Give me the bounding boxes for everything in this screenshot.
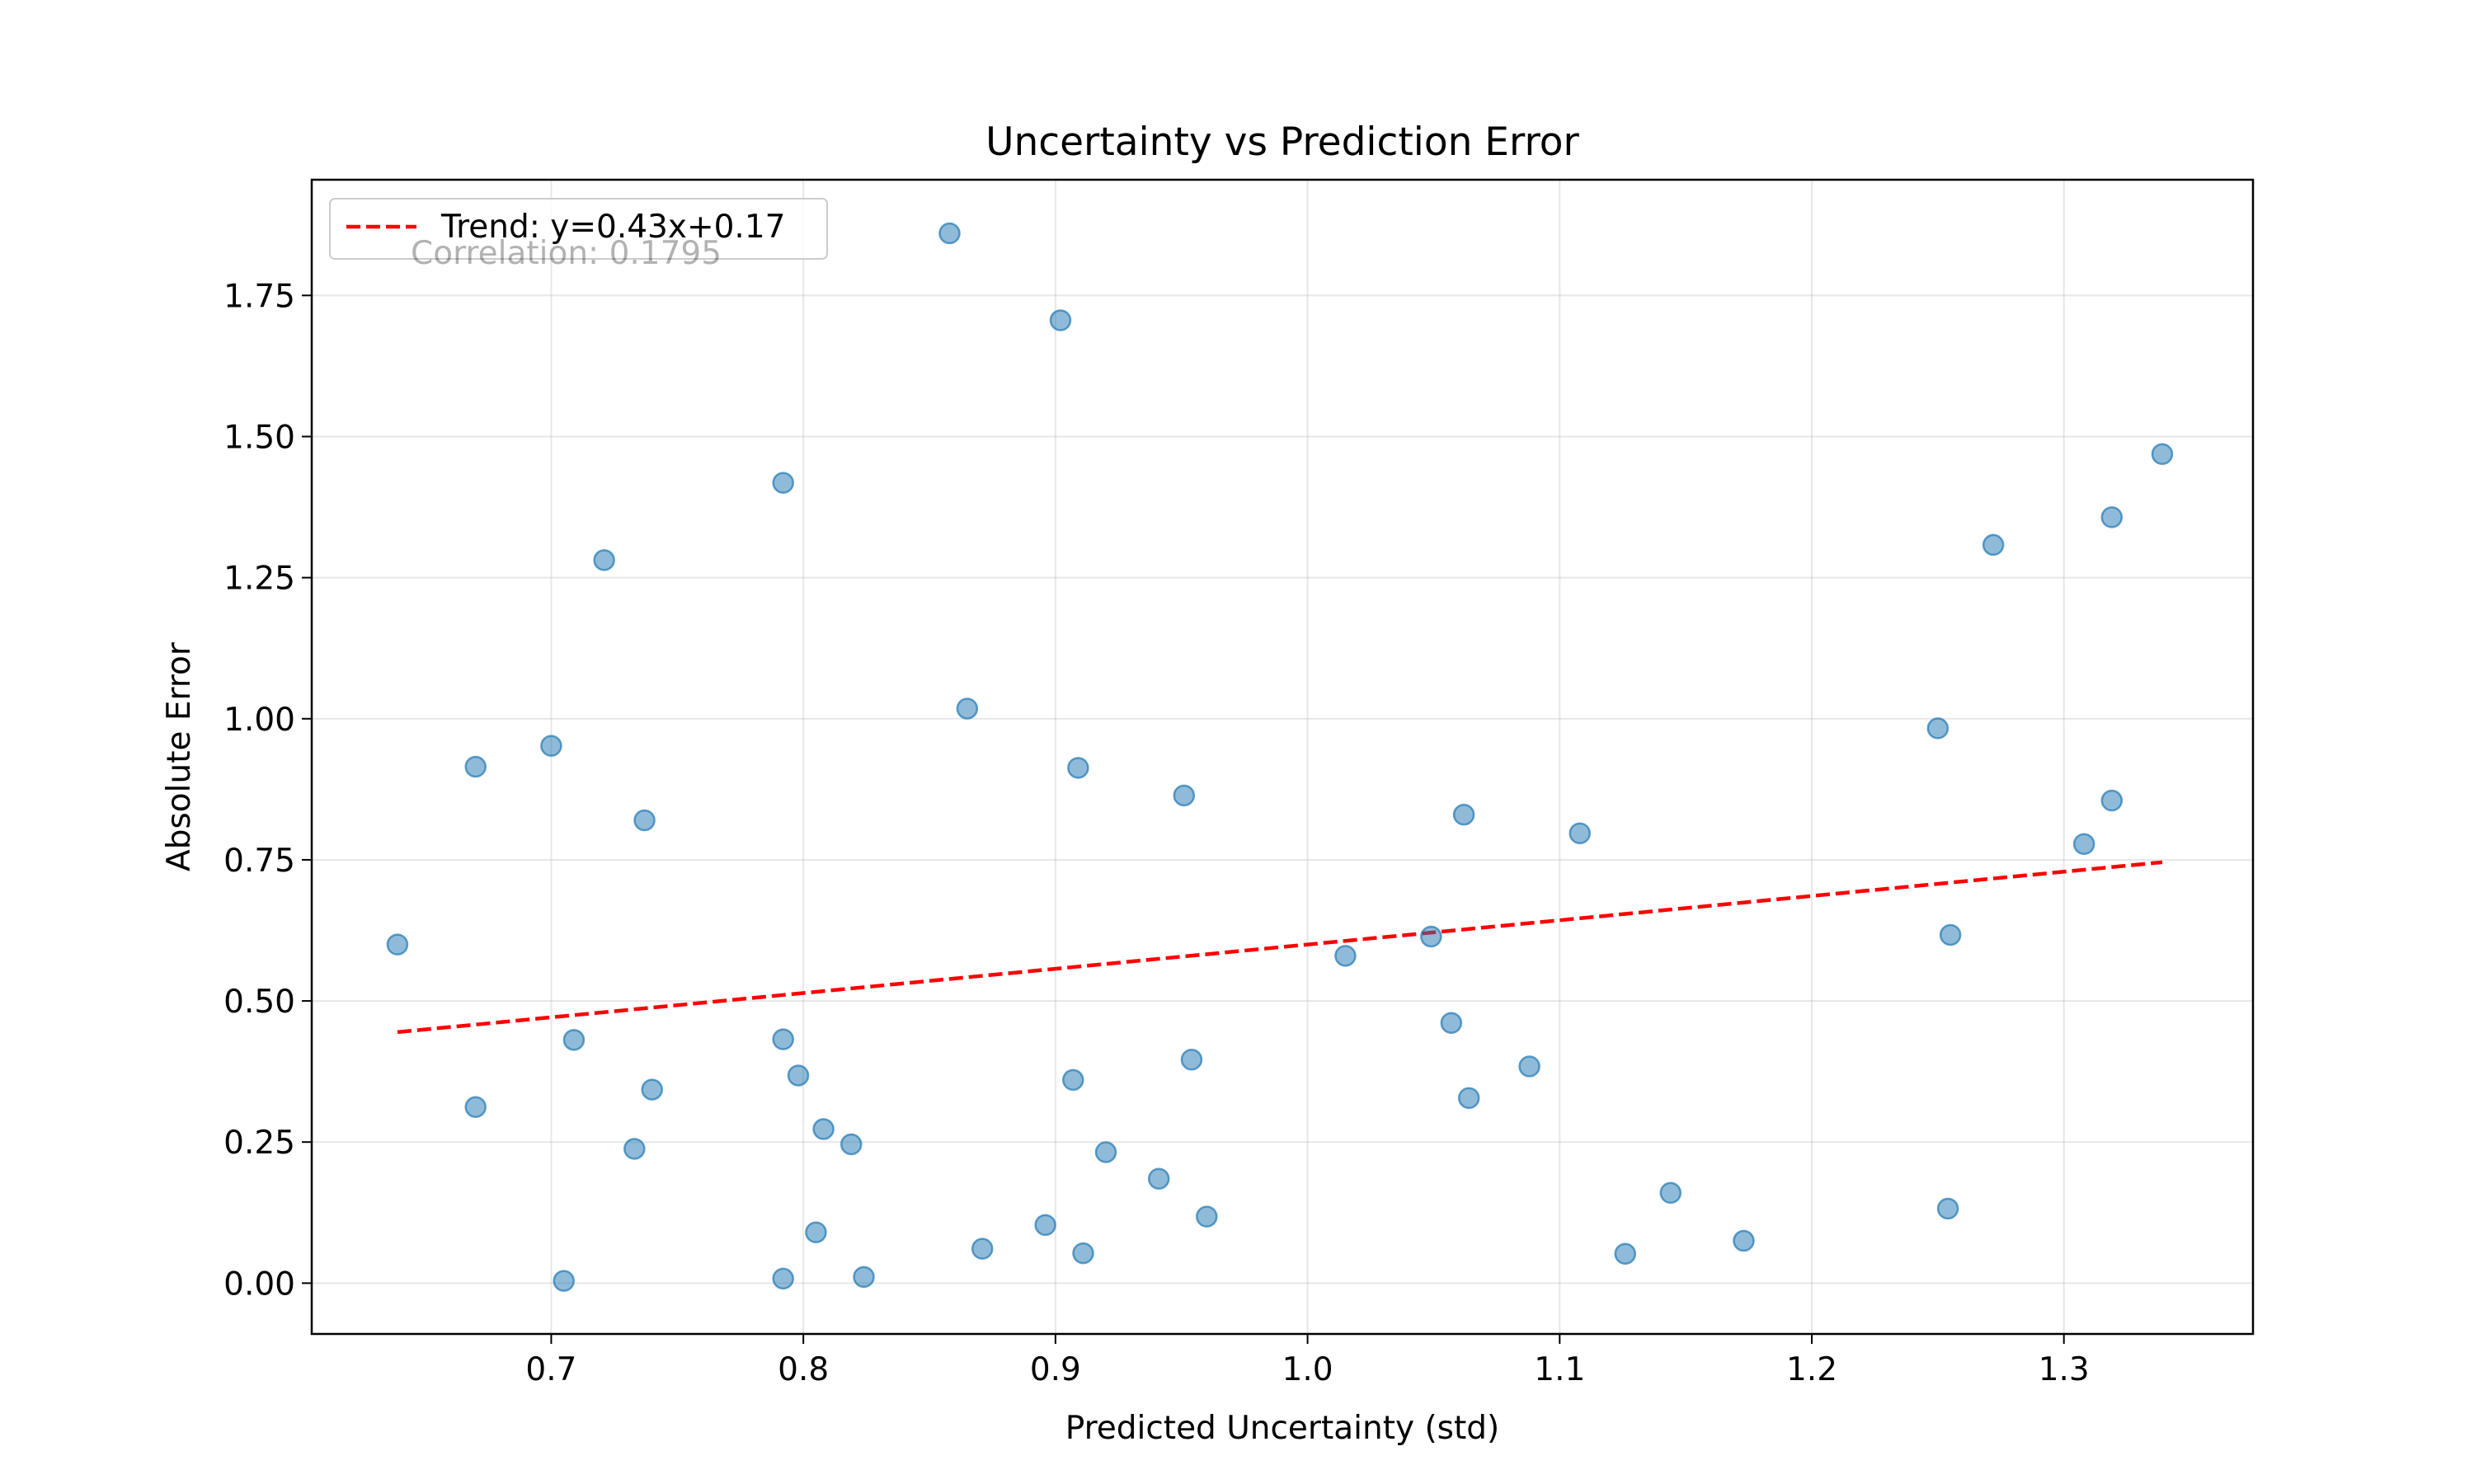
legend-box [329, 198, 828, 260]
scatter-point [623, 1138, 646, 1160]
y-tick-label: 1.25 [223, 561, 295, 598]
x-tick-label: 1.1 [1534, 1351, 1585, 1388]
y-tick-label: 1.75 [223, 278, 295, 315]
scatter-point [938, 222, 961, 245]
scatter-point [633, 809, 656, 832]
x-tick-label: 1.3 [2039, 1351, 2090, 1388]
scatter-point [1569, 822, 1591, 845]
x-tick-label: 1.0 [1282, 1351, 1333, 1388]
x-tick-label: 0.7 [525, 1351, 576, 1388]
scatter-point [840, 1133, 863, 1156]
scatter-point [1049, 309, 1072, 331]
scatter-point [1518, 1055, 1540, 1078]
scatter-point [562, 1029, 586, 1051]
scatter-point [1936, 1197, 1959, 1220]
legend-trend-label: Trend: y=0.43x+0.17 [440, 209, 785, 246]
scatter-point [805, 1221, 827, 1244]
scatter-point [1733, 1229, 1755, 1252]
scatter-point [1452, 803, 1475, 826]
x-tick-label: 0.9 [1030, 1351, 1081, 1388]
trend-line [397, 860, 2163, 1035]
scatter-point [772, 1028, 794, 1050]
scatter-point [2100, 506, 2124, 528]
scatter-point [1094, 1141, 1117, 1163]
y-axis-ticks: 0.00 0.25 0.50 0.75 1.00 1.25 1.50 1.75 [223, 278, 312, 1303]
y-tick-label: 0.25 [223, 1125, 295, 1162]
scatter-point [956, 697, 979, 720]
legend: Trend: y=0.43x+0.17 [329, 198, 828, 260]
scatter-point [1659, 1181, 1682, 1205]
scatter-point [1147, 1167, 1170, 1190]
scatter-point [2072, 833, 2095, 856]
scatter-point [1614, 1242, 1637, 1266]
chart-title: Uncertainty vs Prediction Error [985, 120, 1579, 165]
x-axis-label: Predicted Uncertainty (std) [1065, 1410, 1500, 1447]
scatter-point [1034, 1214, 1056, 1237]
y-tick-label: 0.75 [223, 843, 295, 880]
scatter-point [1457, 1087, 1480, 1110]
scatter-point [1180, 1049, 1203, 1071]
scatter-point [812, 1118, 835, 1140]
y-tick-label: 1.00 [223, 702, 295, 739]
y-tick-label: 1.50 [223, 419, 295, 456]
scatter-point [1072, 1242, 1094, 1265]
correlation-annotation: Correlation: 0.1795 [411, 235, 722, 272]
x-axis-ticks: 0.7 0.8 0.9 1.0 1.1 1.2 1.3 [525, 1334, 2090, 1388]
scatter-point [593, 549, 615, 571]
trend-layer [397, 860, 2163, 1035]
y-tick-label: 0.50 [223, 984, 295, 1021]
scatter-point [772, 472, 794, 494]
y-axis-label: Absolute Error [161, 641, 198, 871]
plot-frame [310, 178, 2255, 1336]
scatter-point [2151, 443, 2174, 465]
scatter-points [386, 222, 2174, 1292]
scatter-point [386, 933, 409, 956]
scatter-point [1067, 757, 1089, 779]
scatter-point [1062, 1068, 1084, 1092]
scatter-point [1196, 1205, 1218, 1228]
scatter-point [1926, 717, 1950, 740]
scatter-point [1173, 784, 1196, 807]
scatter-point [1440, 1012, 1463, 1035]
scatter-point [1939, 923, 1962, 946]
scatter-point [1982, 533, 2005, 556]
scatter-point [772, 1267, 794, 1290]
scatter-point [1334, 945, 1357, 967]
x-tick-label: 1.2 [1786, 1351, 1837, 1388]
scatter-point [540, 735, 562, 757]
y-tick-label: 0.00 [223, 1266, 295, 1303]
scatter-point [971, 1237, 994, 1260]
scatter-point [464, 1096, 487, 1119]
scatter-point [853, 1266, 875, 1289]
scatter-point [787, 1064, 810, 1087]
scatter-point [1420, 925, 1442, 948]
scatter-point [2100, 789, 2124, 812]
scatter-point [464, 755, 487, 778]
scatter-point [641, 1078, 663, 1101]
x-tick-label: 0.8 [778, 1351, 829, 1388]
scatter-point [553, 1270, 575, 1292]
